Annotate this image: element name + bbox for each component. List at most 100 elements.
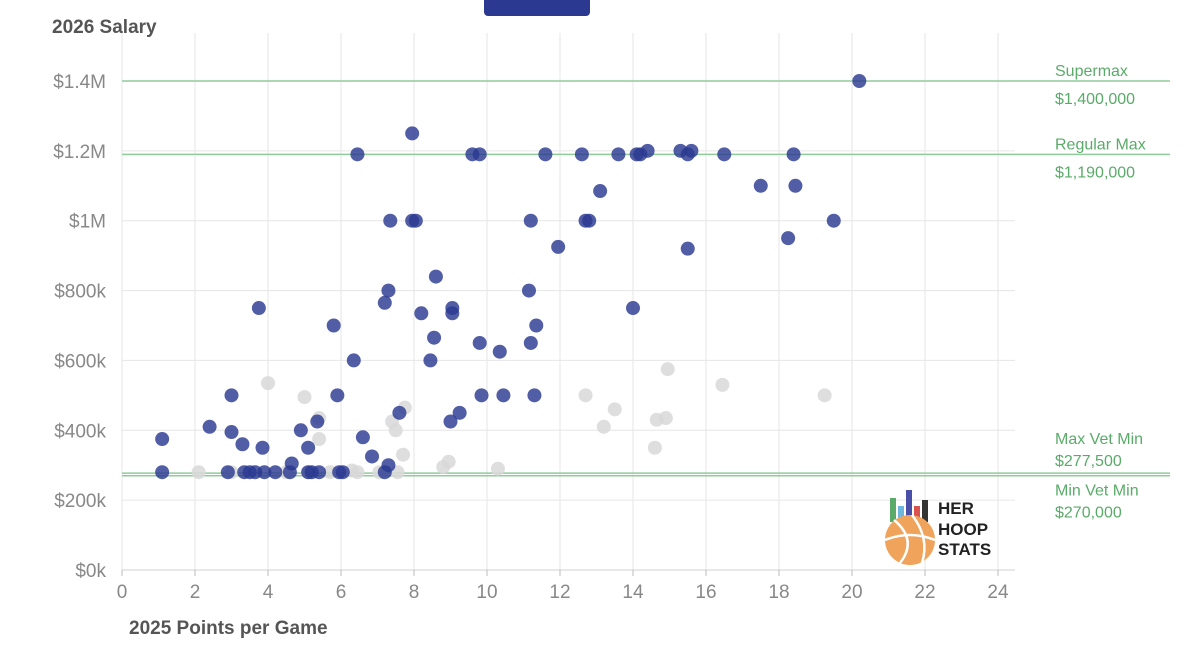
data-point-s1-7 [312,432,327,447]
data-point-s0-21 [312,465,327,480]
data-point-s0-41 [427,330,442,345]
data-point-s0-57 [529,318,544,333]
data-point-s0-27 [350,147,365,162]
data-point-s0-54 [523,213,538,228]
x-tick-label-11: 22 [914,582,935,603]
x-tick-label-9: 18 [768,582,789,603]
data-point-s0-6 [235,437,250,452]
x-axis-title: 2025 Points per Game [129,618,328,639]
data-point-s1-19 [490,461,505,476]
data-point-s0-13 [268,465,283,480]
data-point-s0-42 [428,269,443,284]
data-point-s1-25 [658,411,673,426]
data-point-s0-74 [753,178,768,193]
data-point-s1-2 [261,376,275,391]
ref-label-name-1: Regular Max [1055,136,1146,153]
x-tick-label-12: 24 [987,582,1009,603]
data-point-s0-55 [523,335,538,350]
data-point-s1-21 [596,419,611,434]
data-point-s0-35 [392,405,407,420]
grid-lines [121,33,1015,571]
data-point-s0-16 [293,423,308,438]
y-tick-label-2: $400k [54,421,106,442]
x-tick-label-4: 8 [409,582,420,603]
ref-label-name-0: Supermax [1055,63,1128,80]
data-point-s1-20 [578,388,593,403]
data-point-s0-75 [781,231,796,246]
logo-text-stats: STATS [938,540,991,559]
data-point-s0-32 [381,283,396,298]
logo-bars-icon [890,490,928,522]
data-point-s0-11 [255,440,270,455]
ref-label-value-3: $270,000 [1055,505,1122,522]
data-point-s0-33 [381,458,396,473]
data-point-s0-38 [408,213,423,228]
data-point-s1-22 [607,402,622,417]
data-point-s0-30 [377,295,392,310]
x-tick-label-2: 4 [263,582,274,603]
data-point-s0-52 [496,388,511,403]
data-point-s0-20 [310,414,325,429]
data-point-s0-56 [527,388,542,403]
data-point-s0-2 [202,419,217,434]
reference-lines [122,80,1170,477]
y-tick-label-5: $1M [69,212,106,233]
data-point-s0-48 [472,147,487,162]
her-hoop-stats-logo: HER HOOP STATS [884,490,991,565]
data-point-s0-51 [492,344,507,359]
data-point-s0-53 [521,283,536,298]
y-tick-label-4: $800k [54,282,106,303]
data-point-s0-45 [445,306,460,321]
data-point-s0-39 [414,306,429,321]
data-point-s0-26 [346,353,361,368]
data-point-s1-26 [660,362,675,377]
data-point-s0-62 [582,213,597,228]
data-point-s0-50 [474,388,489,403]
data-point-s1-10 [350,465,365,480]
data-point-s0-28 [355,430,370,445]
y-tick-label-3: $600k [54,351,106,372]
data-point-s0-64 [611,147,626,162]
data-point-s0-40 [423,353,438,368]
data-point-s0-65 [626,301,640,316]
data-point-s0-58 [538,147,553,162]
data-point-s0-70 [680,241,695,256]
logo-text-hoop: HOOP [938,520,988,539]
data-point-s0-73 [717,147,732,162]
data-point-s0-46 [452,405,467,420]
logo-text-her: HER [938,499,974,518]
data-point-s0-59 [551,239,566,254]
x-tick-label-7: 14 [622,582,644,603]
data-point-s1-15 [396,447,411,462]
data-point-s1-0 [191,465,206,480]
data-point-s1-28 [817,388,832,403]
y-tick-label-7: $1.4M [53,72,106,93]
data-point-s0-17 [301,440,316,455]
data-point-s0-1 [155,465,170,480]
data-point-s0-25 [335,465,350,480]
data-point-s0-4 [224,425,239,440]
y-axis-title: 2026 Salary [52,17,157,38]
data-point-s0-76 [786,147,801,162]
top-blue-button[interactable] [484,0,590,16]
data-point-s0-5 [224,388,239,403]
reference-labels: Supermax $1,400,000 Regular Max $1,190,000 M… [1055,63,1146,522]
y-tick-label-1: $200k [54,491,106,512]
y-axis: $0k $200k $400k $600k $800k $1M $1.2M $1.4M [53,72,106,582]
data-point-s0-63 [593,184,608,199]
data-point-s0-3 [220,465,235,480]
x-tick-label-10: 20 [841,582,862,603]
x-tick-label-0: 0 [117,582,128,603]
data-point-s1-27 [715,377,730,392]
data-point-s0-15 [284,456,299,471]
data-point-s0-72 [684,143,699,158]
data-point-s0-34 [383,213,398,228]
data-point-s0-77 [788,178,803,193]
data-point-s0-22 [326,318,341,333]
data-point-s1-4 [297,390,312,405]
x-tick-label-6: 12 [549,582,570,603]
x-tick-label-8: 16 [695,582,716,603]
x-tick-label-1: 2 [190,582,201,603]
data-point-s0-78 [826,213,841,228]
